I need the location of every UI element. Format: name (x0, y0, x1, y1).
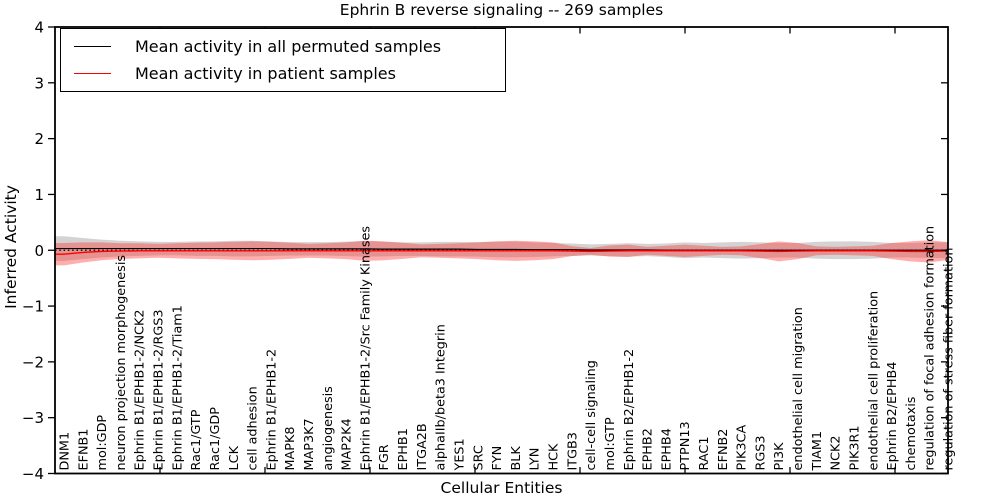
patient-line-swatch (74, 73, 111, 74)
x-category-label: FGR (377, 444, 392, 470)
patient-mean-line (55, 250, 949, 255)
x-category-label: MAP2K4 (340, 418, 355, 470)
y-tick-label: 3 (34, 74, 44, 92)
x-category-label: EPHB4 (659, 428, 674, 470)
x-category-label: Ephrin B2/EPHB1-2 (622, 349, 637, 471)
x-category-label: NCK2 (829, 435, 844, 470)
y-tick-label: −1 (22, 298, 44, 316)
x-category-label: endothelial cell proliferation (866, 291, 881, 471)
x-category-label: angiogenesis (321, 386, 336, 471)
y-tick-label: −4 (22, 465, 44, 483)
x-category-label: Ephrin B1/EPHB1-2 (264, 349, 279, 471)
patient-std-band (55, 240, 948, 266)
x-category-label: EPHB1 (396, 428, 411, 470)
permuted-line-swatch (74, 46, 111, 47)
x-category-label: LYN (528, 448, 543, 471)
x-category-label: chemotaxis (904, 396, 919, 470)
x-category-label: PIK3R1 (847, 425, 862, 470)
x-category-label: ITGA2B (415, 423, 430, 470)
x-category-label: Ephrin B1/EPHB1-2/Src Family Kinases (358, 226, 373, 471)
x-category-label: Ephrin B1/EPHB1-2/Tiam1 (170, 305, 185, 470)
x-category-label: RGS3 (753, 435, 768, 470)
x-category-label: cell-cell signaling (584, 360, 599, 470)
x-category-label: TIAM1 (810, 431, 825, 472)
x-category-label: Rac1/GTP (189, 409, 204, 470)
x-category-label: FYN (490, 446, 505, 471)
x-axis-title: Cellular Entities (440, 479, 563, 497)
x-category-label: DNM1 (58, 432, 73, 471)
chart-title: Ephrin B reverse signaling -- 269 sample… (339, 1, 664, 19)
permuted-mean-line (55, 247, 948, 251)
x-category-label: Ephrin B2/EPHB4 (885, 362, 900, 471)
x-category-label: neuron projection morphogenesis (114, 255, 129, 471)
x-category-label: ITGB3 (565, 432, 580, 470)
x-category-label: PIK3CA (735, 425, 750, 471)
y-tick-label: 0 (34, 242, 44, 260)
x-category-label: regulation of focal adhesion formation (923, 226, 938, 471)
x-category-label: EPHB2 (641, 428, 656, 470)
x-category-label: EFNB1 (76, 429, 91, 471)
x-category-label: Ephrin B1/EPHB1-2/NCK2 (133, 309, 148, 470)
legend-item-permuted: Mean activity in all permuted samples (61, 37, 505, 56)
x-category-label: RAC1 (697, 437, 712, 471)
x-category-label: YES1 (452, 438, 467, 471)
y-tick-label: 2 (34, 130, 44, 148)
x-category-label: endothelial cell migration (791, 307, 806, 470)
x-category-label: SRC (471, 445, 486, 470)
x-category-label: LCK (227, 445, 242, 470)
x-category-label: cell adhesion (246, 386, 261, 470)
y-tick-label: −3 (22, 409, 44, 427)
y-axis-title: Inferred Activity (2, 185, 20, 309)
x-category-label: BLK (509, 446, 524, 471)
x-category-label: PI3K (772, 442, 787, 471)
x-category-label: Rac1/GDP (208, 407, 223, 471)
x-category-label: mol:GTP (603, 417, 618, 470)
x-category-label: MAP3K7 (302, 418, 317, 470)
y-tick-label: 1 (34, 186, 44, 204)
legend: Mean activity in all permuted samples Me… (60, 28, 506, 92)
x-category-label: mol:GDP (95, 415, 110, 471)
permuted-std-band (55, 236, 948, 261)
y-tick-label: −2 (22, 353, 44, 371)
legend-item-patient: Mean activity in patient samples (61, 64, 505, 83)
legend-label: Mean activity in all permuted samples (135, 37, 442, 56)
x-category-label: alphaIIb/beta3 Integrin (434, 324, 449, 470)
x-category-label: regulation of stress fiber formation (942, 248, 957, 471)
x-category-label: Ephrin B1/EPHB1-2/RGS3 (152, 309, 167, 470)
x-category-label: PTPN13 (678, 421, 693, 470)
x-category-label: EFNB2 (716, 429, 731, 471)
y-tick-label: 4 (34, 19, 44, 37)
x-category-label: MAPK8 (283, 426, 298, 470)
legend-label: Mean activity in patient samples (135, 64, 396, 83)
x-category-label: HCK (547, 443, 562, 471)
